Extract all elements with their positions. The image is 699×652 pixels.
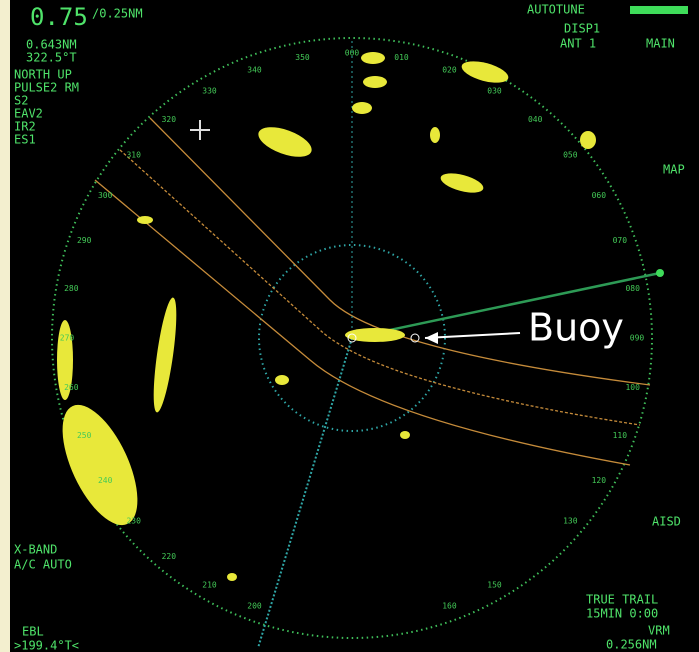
trail-time: 15MIN 0:00 xyxy=(586,607,658,621)
echo xyxy=(275,375,289,385)
arrow-head xyxy=(425,332,438,344)
bearing-label: 310 xyxy=(126,150,141,159)
bearing-label: 080 xyxy=(625,284,640,293)
bearing-label: 280 xyxy=(64,284,79,293)
echo xyxy=(62,404,138,526)
echo xyxy=(137,216,153,224)
range-rings xyxy=(51,37,653,639)
range: 0.75 xyxy=(30,3,88,31)
aisd: AISD xyxy=(652,515,681,529)
bearing-label: 110 xyxy=(613,431,628,440)
vrm-value: 0.256NM xyxy=(606,638,657,652)
bearing-label: 160 xyxy=(442,601,457,610)
bearing-label: 150 xyxy=(487,580,502,589)
echo xyxy=(352,102,372,114)
ebl-value: >199.4°T< xyxy=(14,639,79,652)
bearing-label: 210 xyxy=(202,580,217,589)
bearing-label: 220 xyxy=(162,552,177,561)
echo xyxy=(227,573,237,581)
vrm-ring xyxy=(258,244,446,432)
bearing-label: 130 xyxy=(563,517,578,526)
mode: PULSE2 RM xyxy=(14,81,79,95)
echo xyxy=(363,76,387,88)
ring-interval: /0.25NM xyxy=(92,7,143,21)
bearing-label: 290 xyxy=(77,236,92,245)
cursor-cross xyxy=(190,120,210,140)
echo xyxy=(345,328,405,342)
echo xyxy=(361,52,385,64)
echo xyxy=(57,320,73,400)
band: X-BAND xyxy=(14,543,57,557)
bearing-label: 040 xyxy=(528,115,543,124)
cursor-dot xyxy=(656,269,664,277)
bearing-label: 320 xyxy=(162,115,177,124)
annotation: Buoy xyxy=(528,306,624,350)
bearing-label: 050 xyxy=(563,150,578,159)
bearing-label: 340 xyxy=(247,66,262,75)
bearing-label: 000 xyxy=(345,49,360,58)
cursor-bearing: 322.5°T xyxy=(26,51,77,65)
bearing-label: 060 xyxy=(592,191,607,200)
echo xyxy=(440,173,484,193)
ac: A/C AUTO xyxy=(14,558,72,572)
track-line xyxy=(119,149,641,426)
buoy-marker xyxy=(410,333,420,343)
bearing-label: 260 xyxy=(64,383,79,392)
bearing-label: 300 xyxy=(98,191,113,200)
trail: TRUE TRAIL xyxy=(586,593,658,607)
outer-ring xyxy=(51,37,653,639)
mode: NORTH UP xyxy=(14,68,72,82)
track-lines xyxy=(94,117,651,466)
echo xyxy=(258,127,312,157)
echo xyxy=(580,131,596,149)
mode: EAV2 xyxy=(14,107,43,121)
bearing-label: 100 xyxy=(625,383,640,392)
bearing-scale: 000 010 020 030 040 050 060 070 080 090 100 110 120 1… xyxy=(60,49,645,611)
track-line xyxy=(149,117,651,386)
own-ship xyxy=(347,333,357,343)
ebl: EBL xyxy=(22,625,44,639)
bearing-label: 250 xyxy=(77,431,92,440)
bearing-label: 020 xyxy=(442,66,457,75)
cursor-line xyxy=(351,271,661,340)
bearing-label: 090 xyxy=(630,334,645,343)
bearing-label: 240 xyxy=(98,476,113,485)
echo xyxy=(153,297,177,413)
map: MAP xyxy=(663,163,685,177)
bearing-label: 070 xyxy=(613,236,628,245)
bearing-label: 030 xyxy=(487,87,502,96)
echo xyxy=(430,127,440,143)
cursor-range: 0.643NM xyxy=(26,38,77,52)
mode: IR2 xyxy=(14,120,36,134)
bearing-label: 330 xyxy=(202,87,217,96)
bearing-label: 350 xyxy=(295,53,310,62)
tune: MAIN xyxy=(646,37,675,51)
vrm: VRM xyxy=(648,624,670,638)
echo xyxy=(461,61,509,83)
echoes xyxy=(57,52,596,581)
mode: ES1 xyxy=(14,133,36,147)
tune-bar xyxy=(630,6,688,14)
echo xyxy=(400,431,410,439)
bearing-label: 270 xyxy=(60,334,75,343)
tune: AUTOTUNE xyxy=(527,3,585,17)
ebl-line xyxy=(257,337,353,649)
buoy-arrow xyxy=(424,332,521,339)
bearing-label: 120 xyxy=(592,476,607,485)
bearing-label: 010 xyxy=(394,53,409,62)
mode: S2 xyxy=(14,94,28,108)
bearing-label: 200 xyxy=(247,601,262,610)
bearing-label: 230 xyxy=(126,517,141,526)
track-line xyxy=(94,179,631,466)
tune: ANT 1 xyxy=(560,37,596,51)
tune: DISP1 xyxy=(564,22,600,36)
